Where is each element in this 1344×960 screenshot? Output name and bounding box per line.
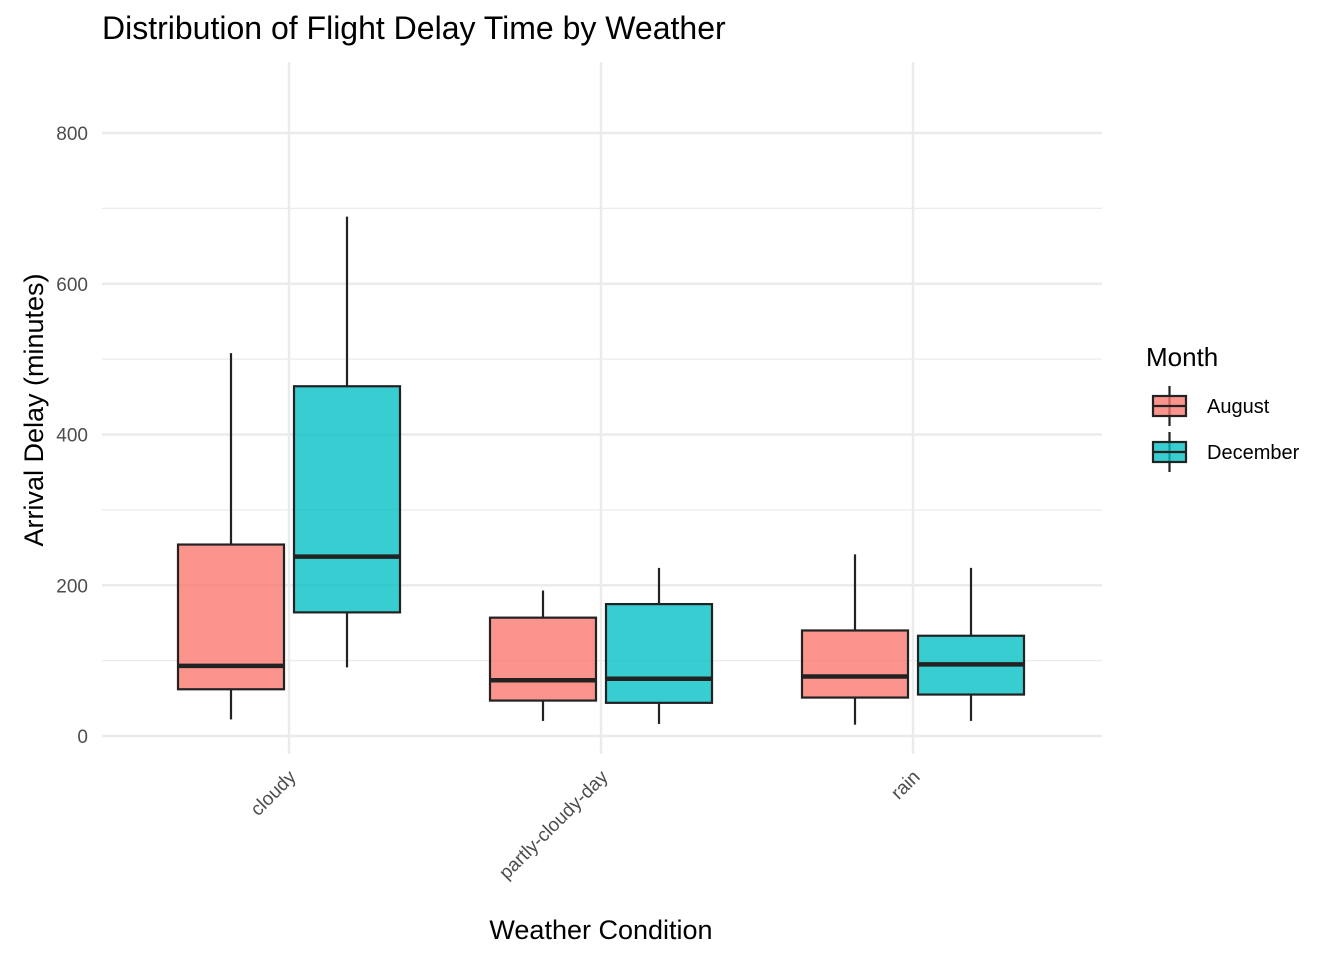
chart-title: Distribution of Flight Delay Time by Wea… bbox=[102, 10, 726, 46]
y-axis-title: Arrival Delay (minutes) bbox=[19, 273, 49, 546]
box-december-cloudy bbox=[292, 216, 402, 668]
legend-label-december: December bbox=[1207, 442, 1300, 464]
legend-title: Month bbox=[1146, 342, 1218, 372]
iqr-box bbox=[800, 629, 910, 699]
x-axis-title: Weather Condition bbox=[489, 915, 712, 945]
box-december-partly-cloudy-day bbox=[604, 567, 714, 724]
box-august-rain bbox=[800, 554, 910, 725]
x-tick-label: partly-cloudy-day bbox=[495, 766, 613, 884]
x-tick-label: rain bbox=[887, 767, 924, 804]
iqr-box bbox=[488, 616, 598, 702]
box-august-partly-cloudy-day bbox=[488, 590, 598, 721]
x-tick-label: cloudy bbox=[247, 766, 301, 820]
y-tick-label: 400 bbox=[56, 426, 88, 447]
legend: Month August December bbox=[1146, 342, 1300, 472]
iqr-box bbox=[292, 385, 402, 614]
y-tick-label: 800 bbox=[56, 124, 88, 145]
iqr-box bbox=[604, 602, 714, 704]
y-tick-label: 200 bbox=[56, 576, 88, 597]
box-december-rain bbox=[916, 567, 1026, 721]
legend-label-august: August bbox=[1207, 396, 1270, 418]
y-tick-label: 600 bbox=[56, 275, 88, 296]
plot-area: 0 200 400 600 800 cloudy partly-cloudy-day rain bbox=[56, 62, 1102, 884]
y-tick-label: 0 bbox=[77, 727, 88, 748]
box-august-cloudy bbox=[176, 353, 286, 720]
